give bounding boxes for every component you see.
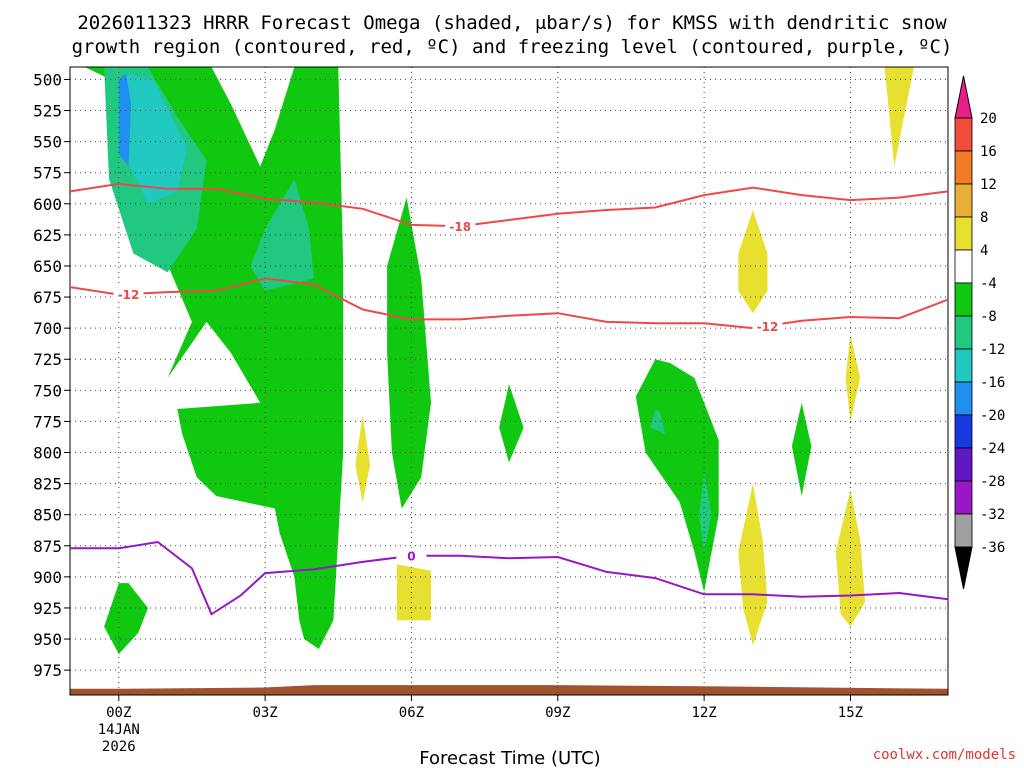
x-tick-year: 2026 (102, 739, 136, 755)
credit-text: coolwx.com/models (873, 747, 1016, 763)
colorbar-label--24: -24 (980, 441, 1005, 457)
colorbar-cell (954, 183, 973, 218)
colorbar-cell (954, 414, 973, 449)
omega-region-upward-motion-core (123, 73, 188, 204)
x-tick-label-12Z: 12Z (691, 705, 716, 721)
chart-title-line2: growth region (contoured, red, ºC) and f… (72, 36, 953, 58)
y-tick-label-775: 775 (33, 412, 62, 431)
omega-region-upward-motion-00z-low (104, 583, 148, 654)
omega-region-upward-motion-peak (118, 73, 131, 167)
colorbar-label--4: -4 (980, 276, 997, 292)
y-tick-label-975: 975 (33, 661, 62, 680)
omega-region-upward-motion-08z (499, 384, 524, 463)
y-tick-label-625: 625 (33, 226, 62, 245)
omega-region-upward-motion-06z-column (387, 197, 431, 509)
contour-label-bg (445, 218, 476, 234)
omega-region-sinking-16z-upper (884, 67, 914, 167)
colorbar-label-12: 12 (980, 177, 997, 193)
y-tick-label-825: 825 (33, 475, 62, 494)
y-tick-label-700: 700 (33, 319, 62, 338)
colorbar-cell (954, 117, 973, 152)
x-tick-label-09Z: 09Z (545, 705, 570, 721)
x-tick-label-06Z: 06Z (399, 705, 424, 721)
omega-region-sinking-05z (355, 415, 370, 503)
colorbar-cap-bottom (954, 546, 973, 590)
contour-label-bg (752, 317, 783, 333)
chart-title-line1: 2026011323 HRRR Forecast Omega (shaded, … (77, 12, 947, 34)
terrain-surface (70, 685, 948, 695)
y-tick-label-725: 725 (33, 350, 62, 369)
y-tick-label-925: 925 (33, 599, 62, 618)
y-tick-label-950: 950 (33, 630, 62, 649)
x-axis-title: Forecast Time (UTC) (419, 748, 600, 768)
colorbar-label--20: -20 (980, 408, 1005, 424)
colorbar-cell (954, 480, 973, 515)
omega-region-upward-motion-14z (791, 402, 812, 496)
y-tick-label-900: 900 (33, 568, 62, 587)
x-tick-date: 14JAN (98, 722, 140, 738)
y-tick-label-800: 800 (33, 444, 62, 463)
omega-region-upward-motion-03z-mid (250, 178, 314, 291)
omega-region-sinking-06z-low (396, 564, 431, 621)
colorbar-cell (954, 348, 973, 383)
colorbar-label--12: -12 (980, 342, 1005, 358)
colorbar-label--36: -36 (980, 540, 1005, 556)
colorbar-label-16: 16 (980, 144, 997, 160)
contour-label-bg (396, 547, 427, 563)
contour-label--12: -12 (118, 288, 140, 302)
colorbar-cell (954, 216, 973, 251)
colorbar: 20 16 12 8 4 -4 -8 -12 -16 -20 -24 -28 -32 -36 (954, 75, 1005, 590)
y-tick-label-750: 750 (33, 381, 62, 400)
contour-line--18 (70, 182, 948, 228)
omega-region-sinking-13z-mid (738, 210, 768, 314)
temperature-contours: -18 -12 -12 0 (70, 182, 948, 616)
colorbar-label--32: -32 (980, 507, 1005, 523)
y-tick-label-850: 850 (33, 506, 62, 525)
colorbar-cell (954, 381, 973, 416)
contour-label-0: 0 (407, 550, 415, 564)
colorbar-label-8: 8 (980, 210, 988, 226)
contour-label-bg (113, 286, 144, 302)
y-tick-label-575: 575 (33, 164, 62, 183)
colorbar-cell (954, 150, 973, 185)
omega-region-sinking-15z-low (835, 489, 866, 627)
colorbar-label--28: -28 (980, 474, 1005, 490)
plot-area (70, 67, 948, 695)
x-tick-label-03Z: 03Z (252, 705, 277, 721)
omega-region-upward-motion-11z (635, 359, 719, 592)
omega-region-upward-motion-11z-core (650, 409, 666, 434)
y-tick-label-875: 875 (33, 537, 62, 556)
colorbar-cell (954, 447, 973, 482)
omega-region-upward-motion-12z-core (699, 471, 712, 552)
colorbar-cell (954, 315, 973, 350)
colorbar-cap-top (954, 75, 973, 119)
omega-region-sinking-13z-low (738, 483, 768, 646)
y-tick-label-550: 550 (33, 133, 62, 152)
colorbar-cell (954, 282, 973, 317)
contour-line--12 (70, 277, 948, 330)
y-tick-label-525: 525 (33, 102, 62, 121)
colorbar-label-20: 20 (980, 111, 997, 127)
x-tick-label-00Z: 00Z (106, 705, 131, 721)
omega-region-sinking-15z-mid (845, 334, 861, 422)
plot-frame (69, 66, 949, 696)
colorbar-label--8: -8 (980, 309, 997, 325)
y-tick-label-650: 650 (33, 257, 62, 276)
y-tick-label-675: 675 (33, 288, 62, 307)
contour-label--18: -18 (449, 220, 471, 234)
colorbar-cell (954, 513, 973, 548)
contour-label--12: -12 (757, 320, 779, 334)
contour-line-0 (70, 540, 948, 616)
x-tick-label-15Z: 15Z (838, 705, 863, 721)
colorbar-label--16: -16 (980, 375, 1005, 391)
y-tick-label-600: 600 (33, 195, 62, 214)
colorbar-cell (954, 249, 973, 284)
y-axis: 500 525 550 575 600 625 650 675 700 725 750 775 800 8… (33, 70, 70, 680)
colorbar-label-4: 4 (980, 243, 988, 259)
y-tick-label-500: 500 (33, 70, 62, 89)
